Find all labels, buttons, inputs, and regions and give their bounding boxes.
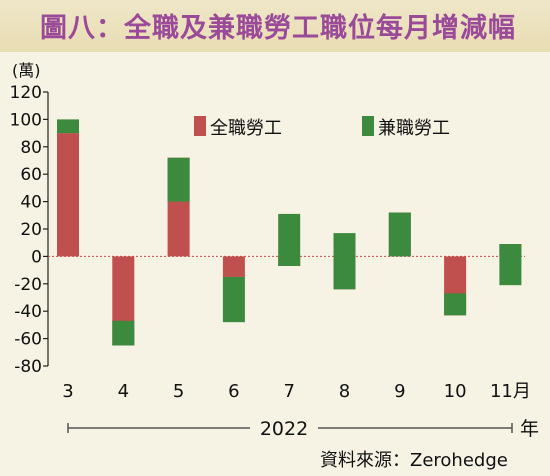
year-label: 2022: [260, 418, 308, 440]
y-tick-label: 120: [10, 83, 42, 103]
bar-part-time: [167, 157, 190, 202]
legend-swatch-part-time: [362, 116, 374, 136]
bar-part-time: [333, 233, 356, 290]
y-tick-label: -20: [14, 275, 42, 295]
x-tick-label: 4: [118, 381, 129, 402]
legend-label-part-time: 兼職勞工: [378, 118, 450, 139]
title-band: [0, 0, 550, 52]
bars: [57, 119, 522, 346]
y-tick-label: 100: [10, 110, 42, 130]
x-tick-label: 7: [283, 381, 294, 402]
y-tick-label: -60: [14, 330, 42, 350]
y-axis: -80 -60 -40 -20 0 20 40 60 80 100 120: [10, 83, 525, 377]
source-note: 資料來源：Zerohedge: [320, 450, 508, 471]
x-axis: 3 4 5 6 7 8 9 10 11月: [62, 381, 531, 402]
y-tick-label: 60: [20, 165, 42, 185]
bar-part-time: [278, 213, 301, 266]
bar-part-time: [57, 119, 79, 134]
bar-part-time: [499, 244, 522, 286]
bar-part-time: [388, 212, 411, 257]
y-tick-label: -40: [14, 302, 42, 322]
x-tick-label: 11月: [490, 381, 531, 402]
year-suffix-label: 年: [520, 418, 539, 440]
y-tick-label: 20: [20, 220, 42, 240]
bar-part-time: [112, 320, 135, 346]
x-tick-label: 3: [62, 381, 73, 402]
bar-part-time: [222, 276, 245, 323]
legend-label-full-time: 全職勞工: [210, 118, 282, 139]
year-bracket: 2022 年: [67, 418, 539, 440]
y-tick-label: 40: [20, 193, 42, 213]
legend-swatch-full-time: [194, 116, 206, 136]
bar-part-time: [444, 293, 467, 316]
x-tick-label: 10: [444, 381, 467, 402]
y-tick-label: 0: [31, 247, 42, 267]
x-tick-label: 6: [228, 381, 239, 402]
x-tick-label: 8: [339, 381, 350, 402]
legend: 全職勞工 兼職勞工: [194, 116, 450, 139]
y-unit-label: (萬): [12, 61, 41, 80]
bar-full-time: [57, 133, 79, 257]
x-tick-label: 5: [173, 381, 184, 402]
bar-full-time: [222, 256, 245, 277]
y-tick-label: -80: [14, 357, 42, 377]
x-tick-label: 9: [394, 381, 405, 402]
y-tick-label: 80: [20, 138, 42, 158]
chart-title: 圖八：全職及兼職勞工職位每月增減幅: [40, 13, 516, 44]
